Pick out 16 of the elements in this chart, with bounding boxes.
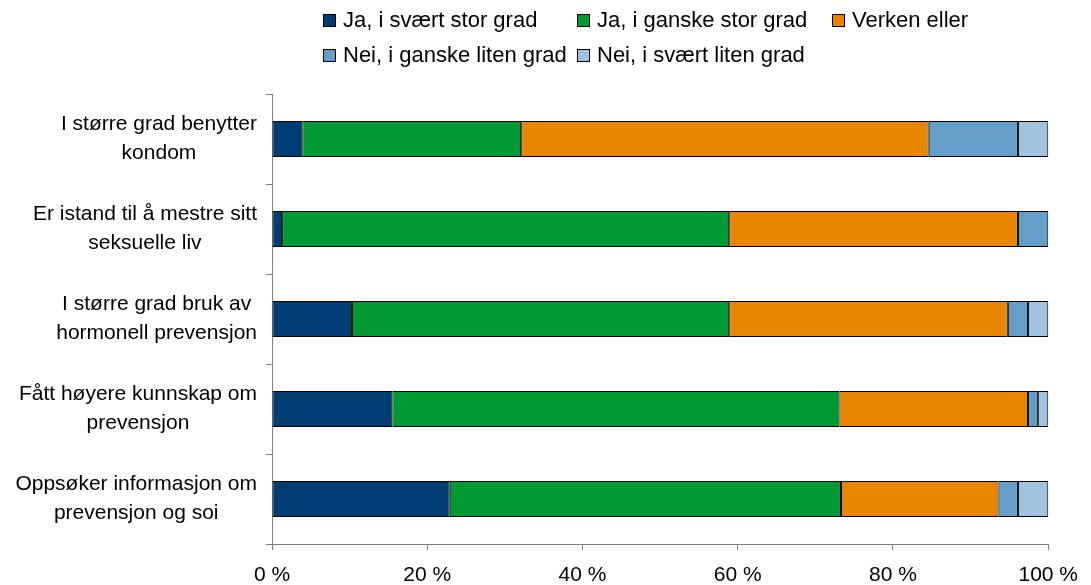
x-tick-label: 100 % (1018, 562, 1078, 585)
x-tick-label: 60 % (713, 562, 762, 585)
y-tick-label: I større grad bruk av hormonell prevensjon (56, 291, 258, 344)
x-tick-label: 80 % (869, 562, 917, 585)
y-tick-label: Er istand til å mestre sitt seksuelle liv (32, 201, 258, 254)
x-tick-label: 20 % (403, 562, 452, 585)
legend-label: Nei, i svært liten grad (597, 42, 805, 67)
x-tick-label: 0 % (253, 562, 291, 585)
y-tick-label: Oppsøker informasjon om prevensjon og soi (15, 471, 258, 524)
legend-label: Verken eller (852, 7, 969, 32)
legend-label: Ja, i ganske stor grad (597, 7, 808, 32)
x-tick-label: 40 % (558, 562, 607, 585)
legend-label: Ja, i svært stor grad (343, 7, 538, 32)
legend-label: Nei, i ganske liten grad (343, 42, 567, 67)
y-tick-label: I større grad benytter kondom (60, 111, 258, 164)
y-tick-label: Fått høyere kunnskap om prevensjon (18, 381, 257, 434)
